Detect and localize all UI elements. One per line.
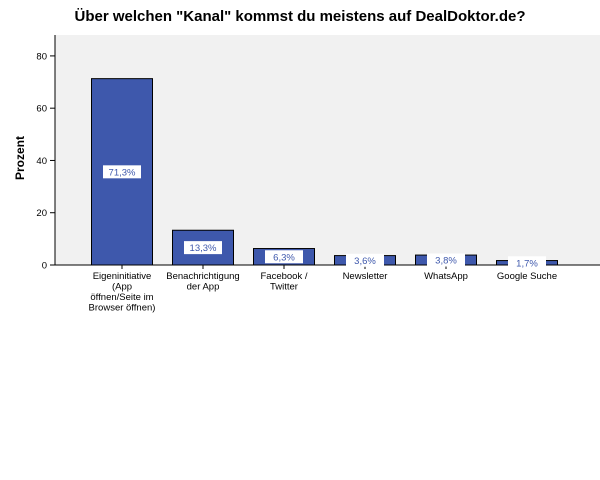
chart-marks: 0 20 40 60 80 71,3% Eigeninitiative (App öffnen/…	[36, 35, 600, 314]
data-label-box	[427, 253, 465, 267]
category-label-line: WhatsApp	[424, 271, 468, 282]
category-label-line: Twitter	[270, 282, 298, 293]
data-label: 3,8%	[435, 256, 457, 267]
y-tick-label: 20	[36, 208, 47, 219]
data-label: 71,3%	[109, 167, 136, 178]
category-label: WhatsApp	[424, 271, 468, 282]
data-label: 6,3%	[273, 252, 295, 263]
chart-title: Über welchen "Kanal" kommst du meistens …	[74, 8, 525, 25]
category-label: Benachrichtigung der App	[166, 271, 239, 293]
y-tick-label: 40	[36, 156, 47, 167]
data-label-box	[346, 253, 384, 267]
data-label-box	[508, 256, 546, 270]
data-label: 1,7%	[516, 258, 538, 269]
category-label-line: Google Suche	[497, 271, 557, 282]
category-label-line: Browser öffnen)	[89, 303, 156, 314]
y-axis-label: Prozent	[13, 136, 27, 180]
data-label-box	[265, 250, 303, 264]
category-label-line: öffnen/Seite im	[90, 292, 153, 303]
y-tick-label: 60	[36, 104, 47, 115]
data-label-box	[184, 241, 222, 255]
data-label: 13,3%	[190, 243, 217, 254]
category-label: Facebook / Twitter	[261, 271, 308, 293]
data-label-box	[103, 165, 141, 179]
category-label-line: Newsletter	[343, 271, 388, 282]
category-label-line: (App	[112, 282, 132, 293]
y-tick-label: 80	[36, 51, 47, 62]
category-label-line: Eigeninitiative	[93, 271, 152, 282]
category-label-line: der App	[187, 282, 220, 293]
category-label-line: Benachrichtigung	[166, 271, 239, 282]
data-label: 3,6%	[354, 256, 376, 267]
category-label: Newsletter	[343, 271, 388, 282]
y-tick-label: 0	[42, 261, 47, 272]
category-label: Eigeninitiative (App öffnen/Seite im Browse…	[89, 271, 156, 314]
category-label: Google Suche	[497, 271, 557, 282]
category-label-line: Facebook /	[261, 271, 308, 282]
